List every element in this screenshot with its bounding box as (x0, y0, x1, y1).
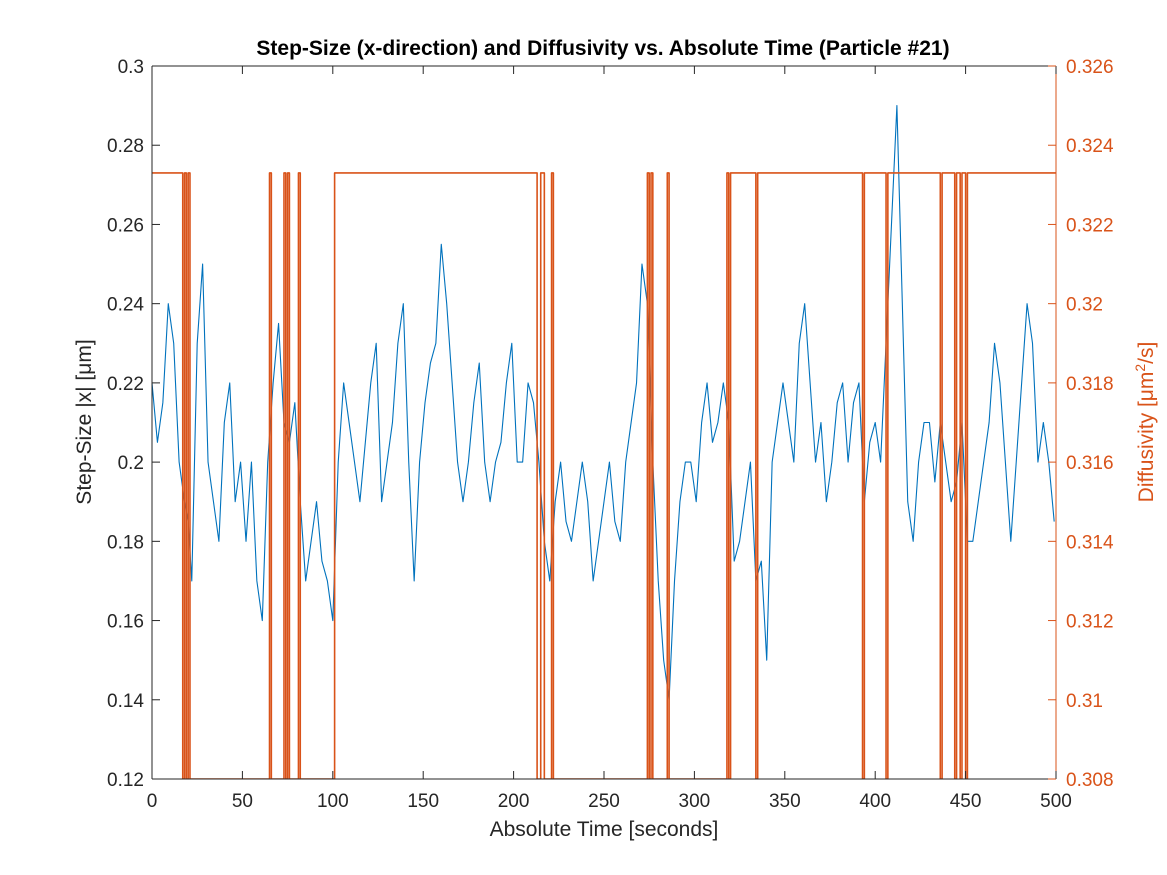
chart-title: Step-Size (x-direction) and Diffusivity … (256, 37, 949, 60)
y-left-tick-label: 0.18 (107, 532, 144, 553)
y-right-tick-label: 0.312 (1066, 612, 1114, 633)
series-layer (152, 105, 1056, 779)
step-size-series-line (152, 105, 1055, 701)
y-left-tick-label: 0.16 (107, 612, 144, 633)
y-right-tick-label: 0.318 (1066, 374, 1114, 395)
y-right-tick-label: 0.32 (1066, 295, 1103, 316)
y-left-tick-label: 0.28 (107, 136, 144, 157)
y-right-axis-ticks: 0.308 0.31 0.312 0.314 0.316 0.318 0.32 0.322 0.… (1048, 57, 1114, 791)
y-right-axis-title: Diffusivity [μm2/s] (1132, 342, 1158, 503)
y-left-tick-label: 0.2 (118, 453, 144, 474)
y-right-tick-label: 0.316 (1066, 453, 1114, 474)
y-right-tick-label: 0.314 (1066, 532, 1114, 553)
y-left-tick-label: 0.12 (107, 770, 144, 791)
x-axis-title: Absolute Time [seconds] (490, 818, 719, 841)
x-tick-label: 450 (950, 791, 982, 812)
y-left-tick-label: 0.26 (107, 215, 144, 236)
y-left-axis-ticks: 0.12 0.14 0.16 0.18 0.2 0.22 0.24 0.26 0.28 0.3 (107, 57, 160, 791)
y-right-title-sup: 2 (1132, 364, 1148, 372)
y-left-axis-title: Step-Size |x| [μm] (73, 339, 96, 504)
x-tick-label: 200 (498, 791, 530, 812)
y-right-tick-label: 0.322 (1066, 215, 1114, 236)
x-tick-label: 50 (232, 791, 253, 812)
x-axis-ticks: 0 50 100 150 200 250 300 350 400 450 500 (147, 66, 1072, 812)
y-left-tick-label: 0.24 (107, 295, 144, 316)
y-right-title-suffix: /s] (1135, 342, 1158, 364)
x-tick-label: 500 (1040, 791, 1072, 812)
y-left-tick-label: 0.14 (107, 691, 144, 712)
y-right-tick-label: 0.326 (1066, 57, 1114, 78)
y-right-title-prefix: Diffusivity [μm (1135, 372, 1158, 503)
y-right-tick-label: 0.308 (1066, 770, 1114, 791)
x-tick-label: 150 (407, 791, 439, 812)
y-right-tick-label: 0.324 (1066, 136, 1114, 157)
x-tick-label: 350 (769, 791, 801, 812)
x-tick-label: 300 (679, 791, 711, 812)
y-right-tick-label: 0.31 (1066, 691, 1103, 712)
x-tick-label: 0 (147, 791, 158, 812)
x-tick-label: 400 (859, 791, 891, 812)
x-tick-label: 100 (317, 791, 349, 812)
x-tick-label: 250 (588, 791, 620, 812)
y-left-tick-label: 0.3 (118, 57, 144, 78)
y-left-tick-label: 0.22 (107, 374, 144, 395)
